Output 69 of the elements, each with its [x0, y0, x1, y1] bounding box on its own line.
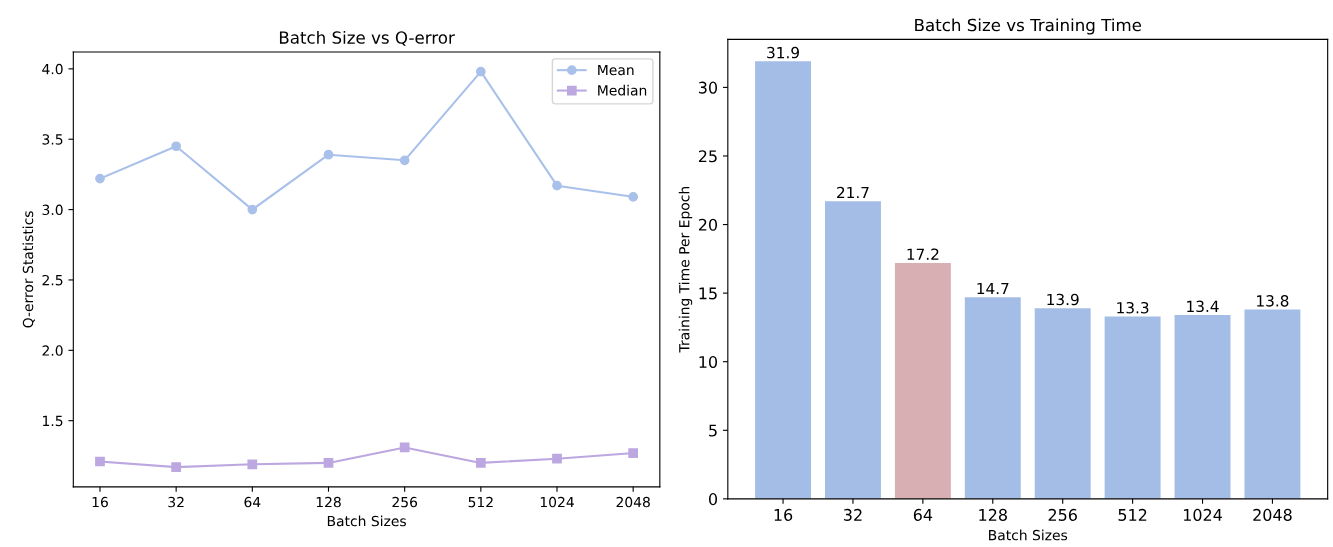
- x-tick-label: 32: [168, 496, 184, 508]
- legend-label: Mean: [598, 64, 634, 76]
- point: [95, 173, 105, 184]
- legend-label: Median: [598, 84, 647, 96]
- data-label: 21.7: [837, 186, 869, 199]
- point: [628, 192, 639, 202]
- bar: [1244, 309, 1301, 499]
- x-axis-title: Batch Sizes: [327, 515, 406, 527]
- x-tick-label: 2048: [616, 496, 650, 508]
- point: [247, 204, 258, 215]
- point: [399, 442, 410, 453]
- x-tick-label: 256: [392, 496, 418, 508]
- x-tick-label: 64: [913, 508, 933, 521]
- data-label: 13.4: [1187, 300, 1219, 313]
- x-tick-label: 128: [979, 508, 1007, 521]
- y-tick-label: 10: [699, 355, 718, 368]
- point: [552, 453, 562, 464]
- bar: [964, 297, 1021, 499]
- y-tick-label: 20: [698, 218, 718, 231]
- point: [171, 462, 182, 472]
- chart-title: Batch Size vs Training Time: [915, 18, 1142, 35]
- bar: [1034, 308, 1091, 499]
- data-label: 13.9: [1047, 293, 1079, 306]
- x-tick-label: 16: [92, 496, 108, 508]
- chart-title: Batch Size vs Q-error: [279, 30, 455, 46]
- point: [552, 180, 562, 191]
- y-tick-label: 25: [698, 150, 717, 163]
- bar: [1174, 315, 1231, 499]
- y-tick-label: 3.0: [42, 204, 63, 216]
- bar: [755, 61, 812, 499]
- bar: [894, 262, 951, 499]
- bar: [1104, 316, 1161, 499]
- point: [399, 155, 410, 166]
- y-tick-label: 5: [709, 424, 717, 437]
- x-tick-label: 16: [774, 508, 793, 521]
- x-tick-label: 1024: [1183, 508, 1222, 521]
- data-label: 13.8: [1257, 295, 1289, 307]
- data-label: 13.3: [1117, 301, 1149, 314]
- bar: [825, 201, 881, 499]
- point: [475, 458, 486, 468]
- x-tick-label: 1024: [540, 496, 574, 508]
- x-tick-label: 256: [1048, 508, 1077, 521]
- x-tick-label: 128: [316, 496, 341, 508]
- y-tick-label: 30: [698, 81, 718, 94]
- x-axis-title: Batch Sizes: [989, 529, 1068, 541]
- x-tick-label: 2048: [1253, 508, 1292, 521]
- y-tick-label: 0: [708, 493, 718, 506]
- point: [95, 456, 105, 467]
- y-tick-label: 2.5: [42, 274, 63, 286]
- point: [323, 458, 334, 468]
- point: [323, 149, 334, 160]
- y-tick-label: 1.5: [43, 415, 63, 427]
- x-tick-label: 64: [244, 496, 261, 508]
- y-tick-label: 3.5: [42, 134, 63, 145]
- x-tick-label: 512: [468, 496, 493, 508]
- y-axis-title: Training Time Per Epoch: [678, 186, 693, 353]
- point: [628, 448, 639, 458]
- data-label: 31.9: [767, 46, 799, 59]
- y-tick-label: 4.0: [42, 63, 63, 75]
- x-tick-label: 512: [1118, 508, 1147, 521]
- point: [247, 459, 258, 470]
- data-label: 17.2: [907, 248, 939, 260]
- y-tick-label: 2.0: [42, 345, 63, 356]
- y-axis-title: Q-error Statistics: [22, 211, 35, 328]
- point: [171, 141, 182, 152]
- y-tick-label: 15: [699, 287, 717, 300]
- x-tick-label: 32: [844, 508, 862, 521]
- data-label: 14.7: [977, 282, 1009, 295]
- point: [475, 66, 486, 77]
